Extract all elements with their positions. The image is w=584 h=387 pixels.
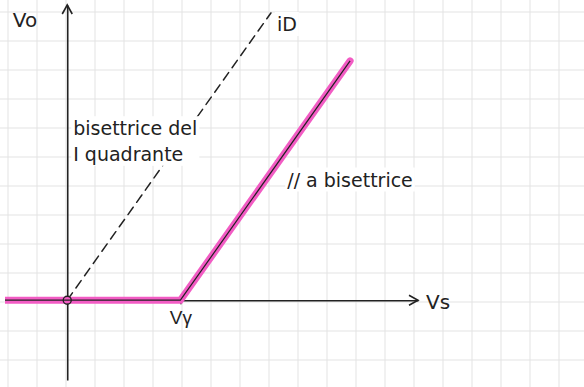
paper-line (8, 0, 9, 387)
paper-line (153, 0, 154, 387)
x-axis-title: Vs (426, 290, 450, 314)
paper-line (530, 0, 531, 387)
y-axis (67, 6, 68, 381)
paper-line (298, 0, 299, 387)
chart: Vγ Vo Vs iD bisettrice delI quadrante // a bi… (0, 0, 584, 387)
paper-line (0, 331, 584, 332)
y-axis-title: Vo (13, 8, 37, 32)
paper-line (443, 0, 444, 387)
annotations: iD bisettrice delI quadrante // a bisettri… (71, 12, 415, 192)
paper-line (124, 0, 125, 387)
paper-line (0, 215, 584, 216)
paper-line (385, 0, 386, 387)
annotation: // a bisettrice (285, 168, 415, 192)
paper-line (0, 360, 584, 361)
paper-line (182, 0, 183, 387)
paper-line (559, 0, 560, 387)
paper-line (211, 0, 212, 387)
x-tick: Vγ (170, 300, 193, 328)
annotation-bg (275, 12, 299, 36)
paper-line (356, 0, 357, 387)
paper-line (95, 0, 96, 387)
paper-line (66, 0, 67, 387)
annotation-bg (71, 116, 199, 166)
paper-line (0, 99, 584, 100)
paper-line (0, 244, 584, 245)
plot-area (5, 13, 350, 300)
annotation-bg (285, 168, 415, 192)
paper (0, 0, 584, 387)
annotation-text: // a bisettrice (287, 169, 413, 191)
paper-line (472, 0, 473, 387)
annotation-text: bisettrice delI quadrante (73, 117, 197, 165)
paper-line (0, 41, 584, 42)
x-tick-label: Vγ (170, 307, 193, 328)
y-arrow (62, 5, 72, 14)
y-axis-line (67, 6, 69, 381)
paper-line (269, 0, 270, 387)
annotation-text: iD (277, 13, 297, 35)
x-arrow (409, 295, 418, 305)
paper-line (0, 70, 584, 71)
series-line (67, 13, 271, 300)
paper-line (501, 0, 502, 387)
origin (63, 296, 71, 304)
paper-line (327, 0, 328, 387)
paper-line (414, 0, 415, 387)
paper-line (240, 0, 241, 387)
annotation: bisettrice delI quadrante (71, 116, 199, 166)
paper-line (37, 0, 38, 387)
annotation: iD (275, 12, 299, 36)
